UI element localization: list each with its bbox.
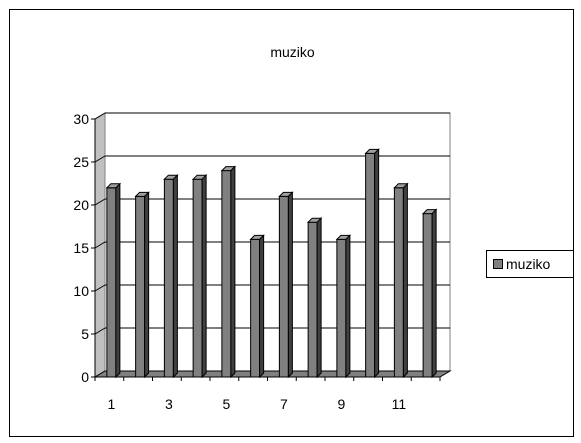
- bar: [307, 221, 318, 378]
- bar: [393, 187, 404, 378]
- bar-side: [259, 234, 265, 379]
- gridline-side: [94, 284, 106, 292]
- bar: [163, 178, 174, 378]
- bar: [106, 187, 117, 378]
- y-tick-label: 5: [81, 326, 89, 342]
- x-tick-label: 9: [337, 396, 345, 412]
- bar-side: [316, 216, 322, 379]
- bar: [365, 152, 376, 378]
- y-tick-label: 0: [81, 369, 89, 385]
- gridline-side: [94, 155, 106, 163]
- gridline-side: [94, 327, 106, 335]
- bar-side: [374, 148, 380, 379]
- gridline-side: [94, 112, 106, 120]
- bar-side: [144, 191, 150, 379]
- legend-label: muziko: [506, 256, 551, 272]
- gridline-side: [94, 198, 106, 206]
- gridline-side: [94, 241, 106, 249]
- x-tick-label: 1: [107, 396, 115, 412]
- bar: [278, 195, 289, 378]
- x-tick-label: 7: [280, 396, 288, 412]
- chart-title: muziko: [270, 44, 315, 60]
- bar-side: [172, 173, 178, 379]
- bar: [422, 213, 433, 378]
- y-tick-label: 25: [73, 154, 89, 170]
- legend: muziko: [486, 250, 574, 278]
- y-tick-label: 10: [73, 283, 89, 299]
- bar: [192, 178, 203, 378]
- x-tick-label: 11: [392, 396, 407, 412]
- x-tick-label: 5: [222, 396, 230, 412]
- x-tick-label: 3: [165, 396, 173, 412]
- y-tick-label: 30: [73, 111, 89, 127]
- bar-side: [431, 208, 437, 379]
- bar: [250, 238, 261, 378]
- bar-side: [230, 165, 236, 379]
- bar: [221, 170, 232, 378]
- bar-side: [287, 191, 293, 379]
- y-tick-label: 15: [73, 240, 89, 256]
- y-tick-label: 20: [73, 197, 89, 213]
- bar: [135, 195, 146, 378]
- bar-side: [201, 173, 207, 379]
- bar-side: [345, 234, 351, 379]
- legend-swatch: [493, 259, 503, 269]
- bar: [336, 238, 347, 378]
- bar-side: [402, 182, 408, 379]
- bar-side: [115, 182, 121, 379]
